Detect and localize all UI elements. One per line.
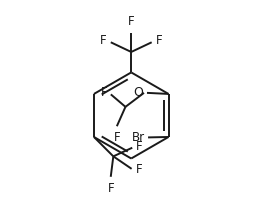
Text: F: F: [100, 34, 106, 47]
Text: Br: Br: [132, 131, 145, 144]
Text: F: F: [114, 131, 120, 144]
Text: F: F: [136, 140, 142, 153]
Text: F: F: [108, 182, 114, 194]
Text: F: F: [101, 86, 108, 99]
Text: F: F: [128, 15, 135, 28]
Text: F: F: [135, 164, 142, 176]
Text: O: O: [134, 86, 144, 99]
Text: F: F: [156, 34, 163, 47]
